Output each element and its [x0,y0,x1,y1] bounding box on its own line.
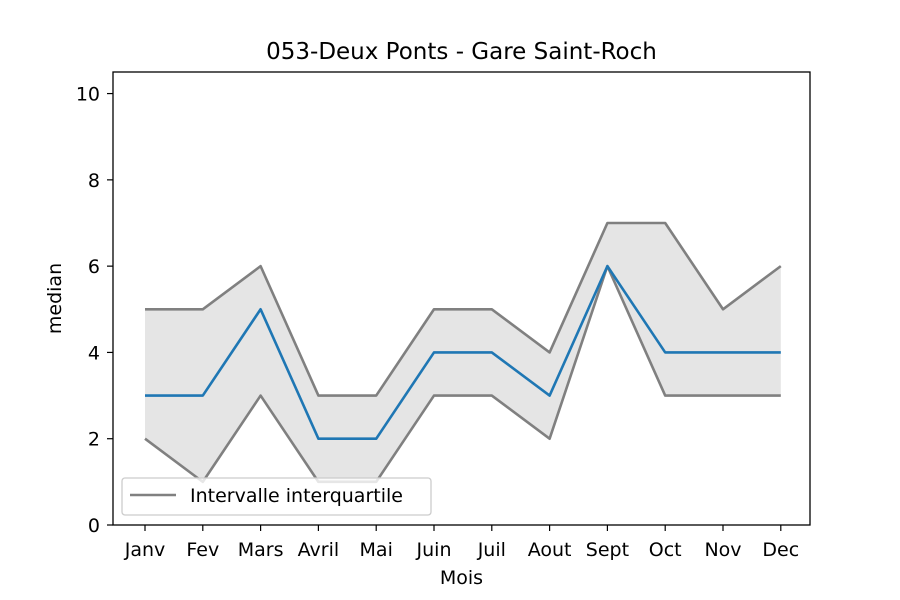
x-tick-label: Aout [528,539,572,561]
x-tick-label: Mai [360,539,393,561]
y-tick-label: 4 [88,342,100,364]
y-tick-label: 2 [88,429,100,451]
median-line [145,264,781,441]
y-axis: 0 2 4 6 8 10 [76,84,113,537]
lower-quartile-line [144,264,781,484]
chart-title: 053-Deux Ponts - Gare Saint-Roch [266,39,657,65]
y-tick-label: 0 [88,515,100,537]
legend-box [121,477,432,516]
x-tick-label: Janv [124,539,166,561]
x-tick-label: Dec [762,539,799,561]
plot-frame [112,71,811,526]
x-tick-label: Mars [238,539,284,561]
legend: Intervalle interquartile [121,477,432,516]
y-tick-label: 10 [76,84,100,106]
x-tick-label: Oct [649,539,682,561]
y-axis-label: median [44,263,66,334]
x-tick-label: Juin [416,539,452,561]
x-tick-label: Avril [298,539,340,561]
plot-area [112,71,811,526]
series-lines [144,221,782,484]
x-tick-label: Fev [186,539,219,561]
y-tick-label: 6 [88,256,100,278]
x-axis-label: Mois [440,567,483,589]
x-axis: Janv Fev Mars Avril Mai Juin Juil Aout Sept Oct No… [124,525,799,561]
legend-label: Intervalle interquartile [190,485,403,507]
x-tick-label: Sept [586,539,629,561]
y-tick-label: 8 [88,170,100,192]
x-tick-label: Juil [477,539,506,561]
x-tick-label: Nov [704,539,741,561]
upper-quartile-line [145,221,782,397]
